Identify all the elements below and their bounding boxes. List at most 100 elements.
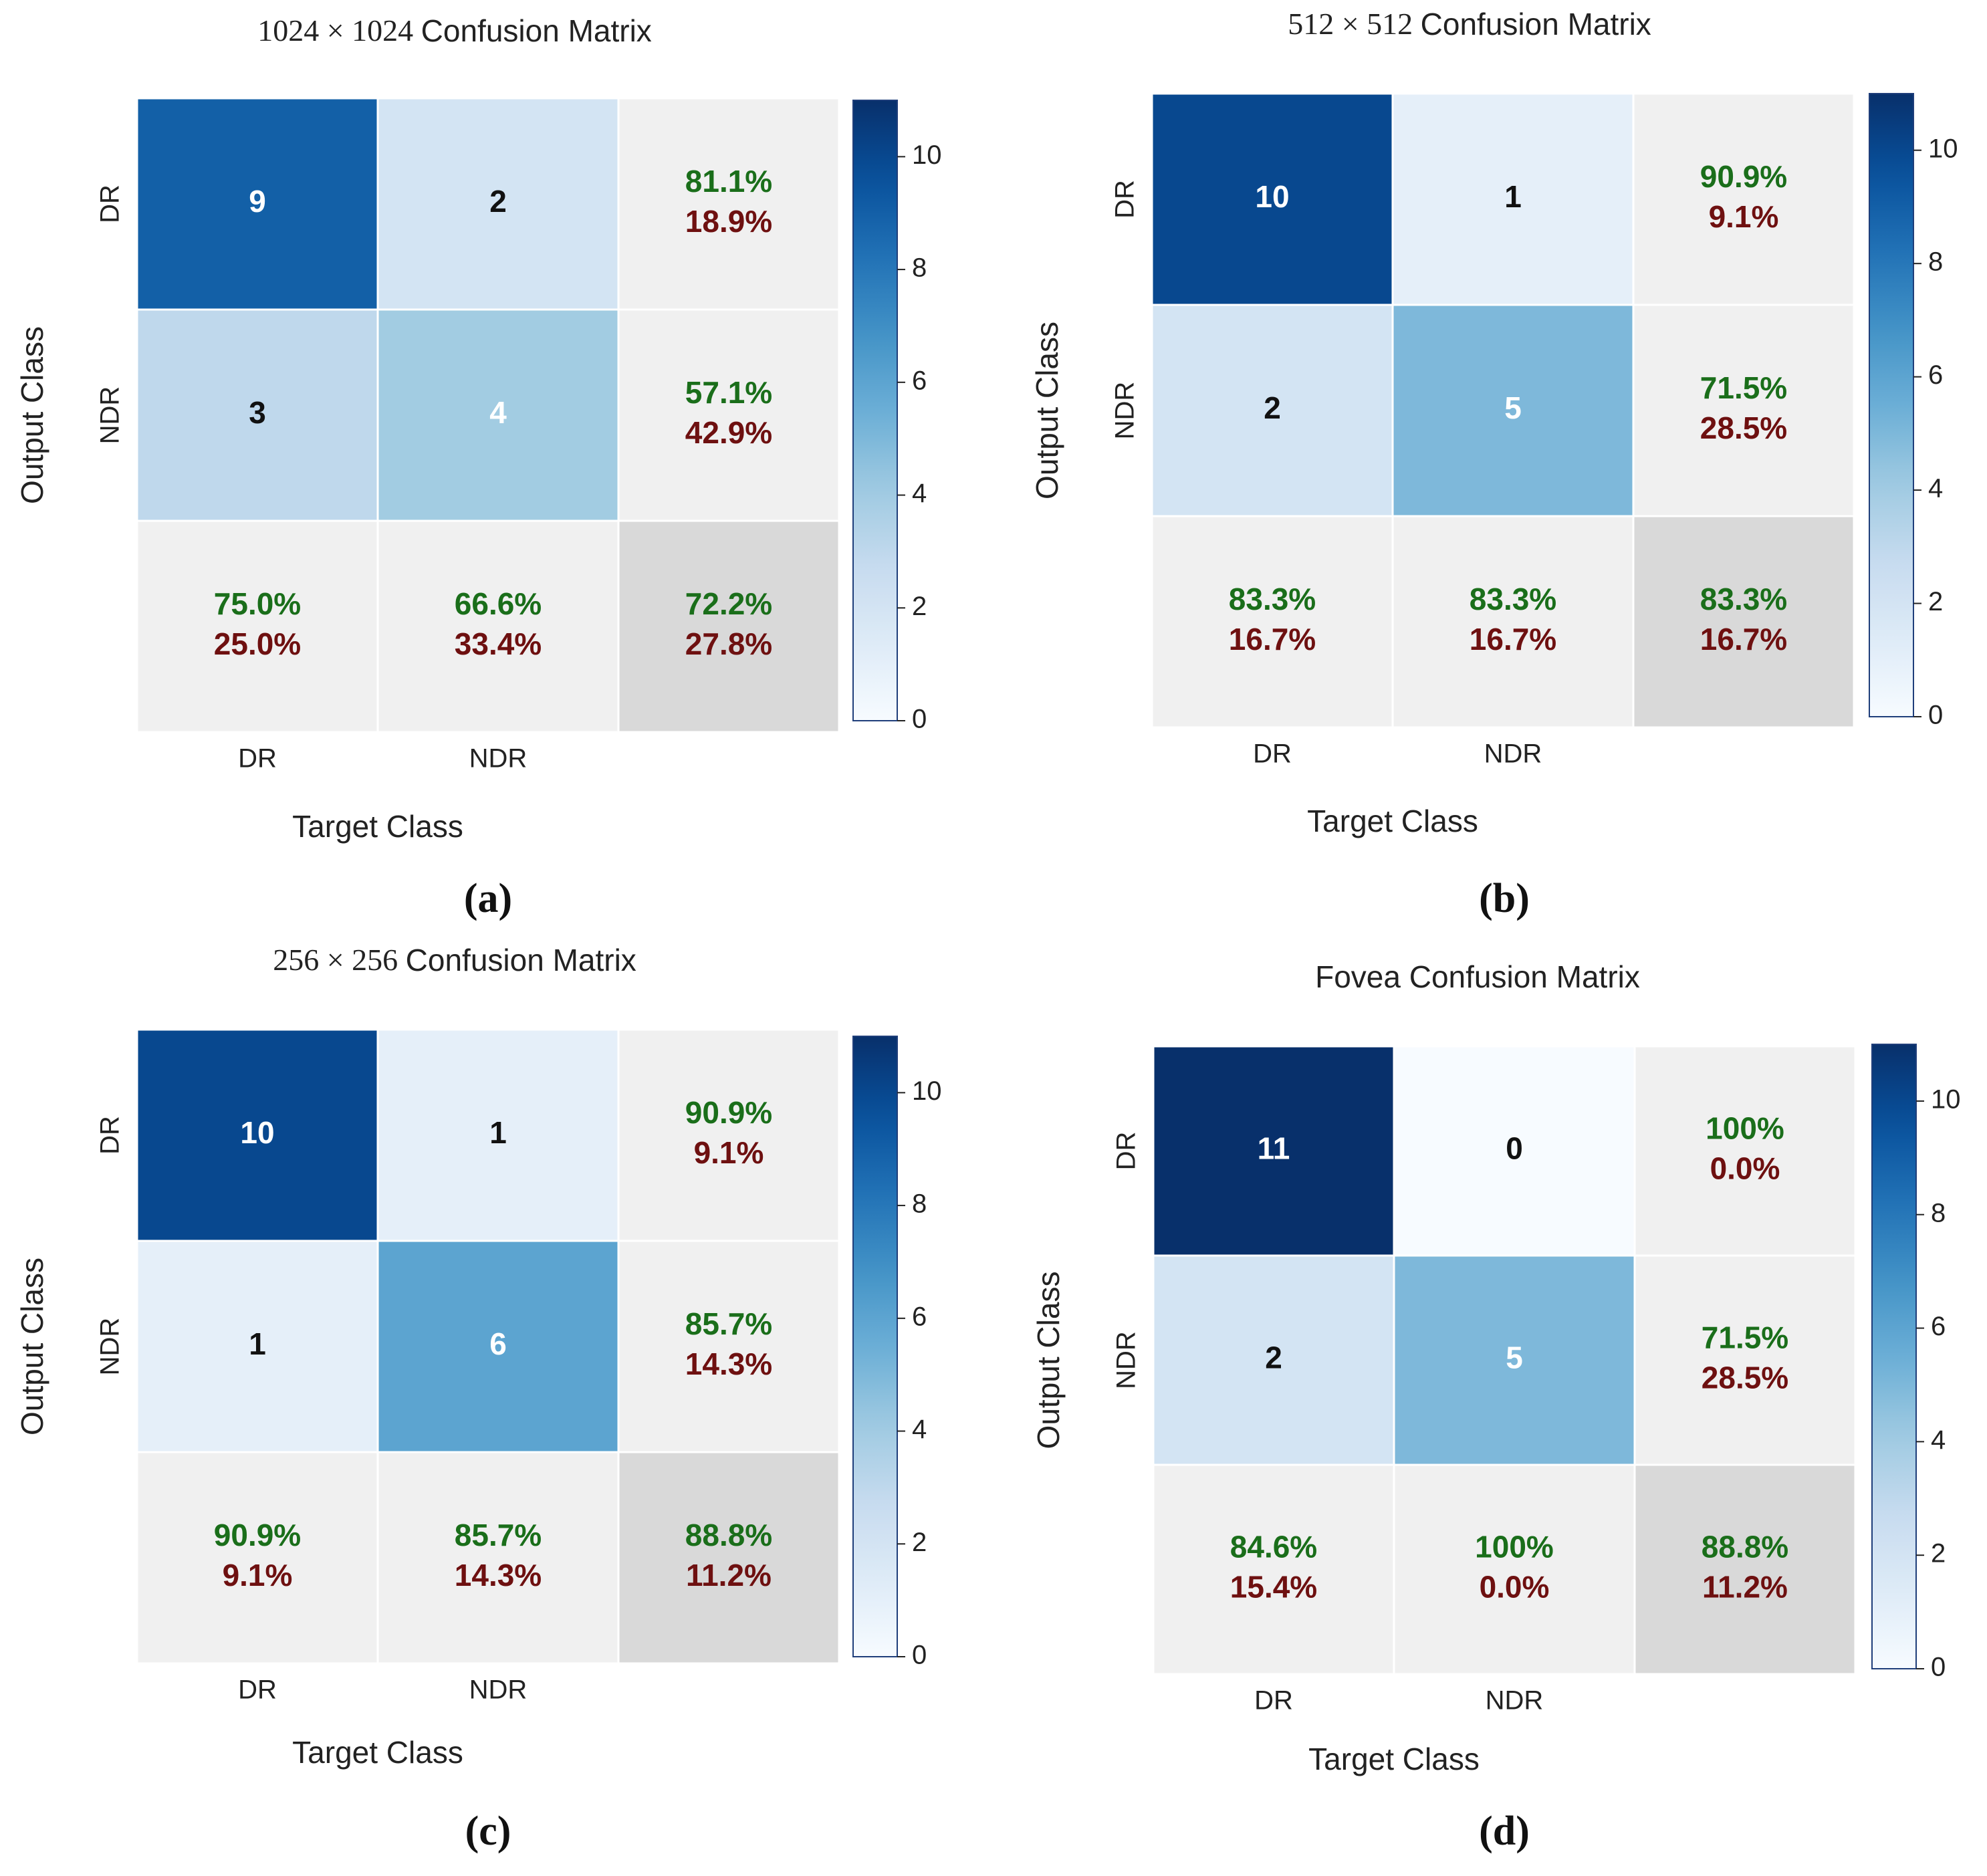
correct-rate-row: 90.9% [685,1095,772,1130]
chart-title: Fovea Confusion Matrix [1315,959,1640,994]
chart-title: 256 × 256 Confusion Matrix [273,943,636,978]
x-tick-label: DR [1254,1686,1293,1716]
colorbar-tick-label: 2 [912,592,927,621]
error-rate-row: 9.1% [694,1135,764,1170]
colorbar-tick-label: 4 [1928,474,1943,503]
error-rate-row: 28.5% [1700,411,1787,445]
matrix-cell [136,97,379,311]
x-axis-label: Target Class [292,1735,463,1770]
y-tick-label: DR [96,185,125,223]
matrix-cell [376,1240,620,1453]
colorbar [1871,1044,1917,1669]
colorbar-tick-label: 6 [1928,360,1943,390]
confusion-panel-b: 512 × 512 Confusion Matrix 10 1 2 5 90.9% 9.1%… [1030,7,1958,922]
correct-rate-row: 90.9% [1700,159,1787,194]
colorbar-tick-label: 2 [1931,1539,1946,1568]
x-tick-label: DR [238,1675,277,1705]
error-rate-col: 33.4% [455,626,542,661]
colorbar-tick-label: 4 [912,1415,927,1444]
y-axis-label: Output Class [1031,1272,1066,1449]
colorbar-tick-label: 0 [912,1641,927,1670]
matrix-cell [376,1028,620,1242]
cell-count: 6 [489,1326,507,1361]
y-tick-label: DR [96,1116,125,1155]
cell-count: 2 [1265,1340,1282,1375]
error-rate-total: 11.2% [686,1558,772,1593]
cell-count: 10 [1255,179,1289,214]
error-rate-row: 42.9% [685,415,772,450]
confusion-panel-d: Fovea Confusion Matrix 11 0 2 5 100% 0.0% 71.5%… [1031,959,1960,1854]
confusion-panel-c: 256 × 256 Confusion Matrix 10 1 1 6 90.9% 9.1%… [15,943,941,1855]
summary-cell [617,97,840,311]
cell-count: 9 [249,184,266,219]
correct-rate-row: 100% [1706,1111,1784,1146]
correct-rate-row: 71.5% [1702,1320,1788,1355]
correct-rate-col: 75.0% [214,586,301,621]
cell-count: 10 [240,1115,274,1150]
total-cell [617,1451,840,1665]
panel-label: (d) [1479,1808,1530,1854]
matrix-cell [1393,1254,1636,1466]
y-tick-label: NDR [96,1318,125,1376]
correct-rate-row: 85.7% [685,1306,772,1341]
error-rate-row: 18.9% [685,204,772,239]
y-tick-label: NDR [1112,1331,1141,1389]
summary-cell [136,519,379,733]
x-tick-label: NDR [469,744,528,774]
summary-cell [1632,92,1855,306]
error-rate-col: 15.4% [1230,1570,1317,1605]
correct-rate-row: 71.5% [1700,370,1787,405]
x-tick-label: NDR [1484,739,1542,769]
correct-rate-col: 83.3% [1470,582,1556,616]
matrix-cell [1151,92,1394,306]
x-axis-label: Target Class [1307,804,1478,838]
x-tick-label: DR [1253,739,1292,769]
summary-cell [617,1240,840,1453]
colorbar-tick-label: 10 [912,140,942,170]
error-rate-row: 14.3% [685,1346,772,1381]
cell-count: 1 [1504,179,1522,214]
y-tick-label: NDR [1111,382,1140,440]
cell-count: 5 [1506,1340,1523,1375]
total-cell [617,519,840,733]
colorbar-tick-label: 0 [1928,701,1943,730]
colorbar-tick-label: 2 [1928,587,1943,616]
x-tick-label: NDR [469,1675,528,1705]
correct-rate-total: 88.8% [1702,1530,1788,1564]
x-axis-label: Target Class [292,809,463,844]
cell-count: 2 [489,184,507,219]
error-rate-total: 16.7% [1700,622,1787,657]
summary-cell [1391,515,1635,729]
colorbar-tick-label: 6 [912,1302,927,1331]
correct-rate-row: 81.1% [685,164,772,199]
y-axis-label: Output Class [1030,322,1064,499]
colorbar-tick-label: 2 [912,1528,927,1557]
summary-cell [617,308,840,522]
matrix-cell [1391,92,1635,306]
colorbar-tick-label: 4 [1931,1425,1946,1455]
correct-rate-col: 90.9% [214,1518,301,1552]
y-tick-label: DR [1111,180,1140,219]
total-cell [1632,515,1855,729]
matrix-cell [136,308,379,522]
matrix-cell [376,308,620,522]
x-tick-label: NDR [1486,1686,1544,1716]
cell-count: 1 [249,1326,266,1361]
colorbar-tick-label: 10 [1928,134,1958,163]
colorbar-tick-label: 0 [1931,1653,1946,1682]
error-rate-col: 16.7% [1470,622,1556,657]
error-rate-total: 11.2% [1702,1570,1788,1605]
error-rate-row: 0.0% [1710,1151,1780,1186]
error-rate-col: 14.3% [455,1558,542,1593]
colorbar-tick-label: 6 [912,366,927,395]
cell-count: 2 [1264,390,1281,425]
colorbar-tick-label: 10 [912,1076,942,1106]
correct-rate-col: 84.6% [1230,1530,1317,1564]
colorbar-tick-label: 6 [1931,1312,1946,1341]
correct-rate-col: 100% [1475,1530,1554,1564]
panel-label: (c) [465,1808,511,1854]
colorbar-tick-label: 8 [1931,1198,1946,1227]
matrix-cell [376,97,620,311]
correct-rate-total: 83.3% [1700,582,1787,616]
matrix-cell [1152,1254,1395,1466]
